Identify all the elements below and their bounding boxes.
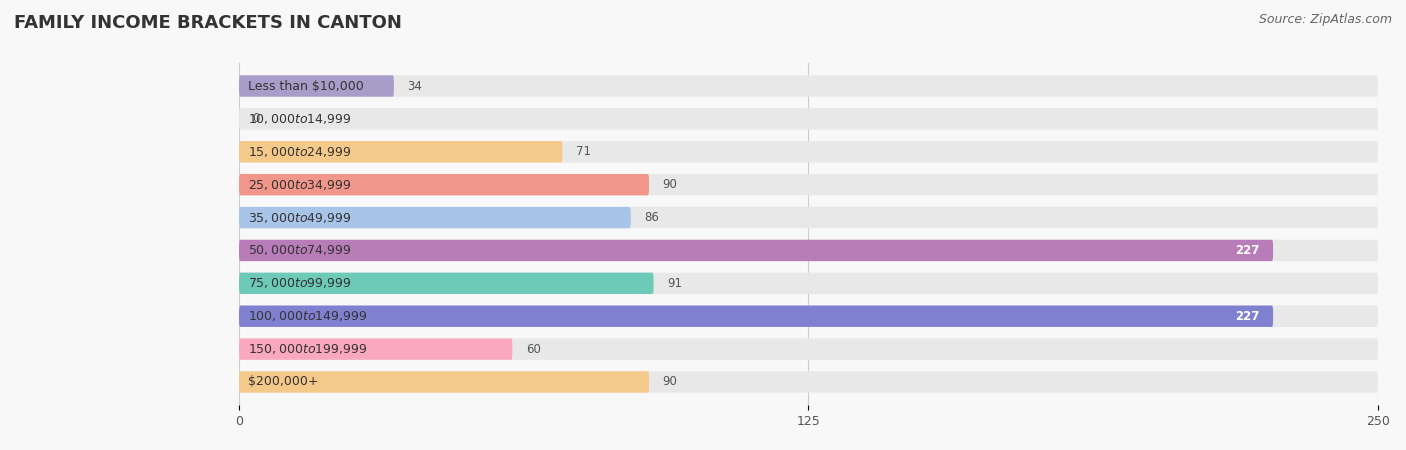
FancyBboxPatch shape — [239, 338, 1378, 360]
FancyBboxPatch shape — [239, 306, 1272, 327]
FancyBboxPatch shape — [239, 273, 1378, 294]
Text: $200,000+: $200,000+ — [247, 375, 319, 388]
FancyBboxPatch shape — [239, 207, 1378, 228]
Text: $50,000 to $74,999: $50,000 to $74,999 — [247, 243, 352, 257]
FancyBboxPatch shape — [239, 240, 1378, 261]
FancyBboxPatch shape — [239, 306, 1378, 327]
FancyBboxPatch shape — [239, 371, 650, 393]
Text: $100,000 to $149,999: $100,000 to $149,999 — [247, 309, 367, 323]
FancyBboxPatch shape — [239, 75, 1378, 97]
Text: $15,000 to $24,999: $15,000 to $24,999 — [247, 145, 352, 159]
Text: 227: 227 — [1234, 310, 1260, 323]
Text: Less than $10,000: Less than $10,000 — [247, 80, 364, 93]
FancyBboxPatch shape — [239, 174, 1378, 195]
Text: 71: 71 — [576, 145, 591, 158]
Text: $25,000 to $34,999: $25,000 to $34,999 — [247, 178, 352, 192]
Text: Source: ZipAtlas.com: Source: ZipAtlas.com — [1258, 14, 1392, 27]
FancyBboxPatch shape — [239, 141, 562, 162]
FancyBboxPatch shape — [239, 141, 1378, 162]
FancyBboxPatch shape — [239, 273, 654, 294]
FancyBboxPatch shape — [239, 75, 394, 97]
Text: 0: 0 — [253, 112, 260, 126]
Text: 90: 90 — [662, 178, 678, 191]
Text: 227: 227 — [1234, 244, 1260, 257]
Text: 91: 91 — [668, 277, 682, 290]
FancyBboxPatch shape — [239, 338, 512, 360]
Text: $150,000 to $199,999: $150,000 to $199,999 — [247, 342, 367, 356]
Text: $35,000 to $49,999: $35,000 to $49,999 — [247, 211, 352, 225]
Text: 86: 86 — [644, 211, 659, 224]
Text: 60: 60 — [526, 342, 541, 356]
Text: 90: 90 — [662, 375, 678, 388]
FancyBboxPatch shape — [239, 240, 1272, 261]
FancyBboxPatch shape — [239, 108, 1378, 130]
Text: FAMILY INCOME BRACKETS IN CANTON: FAMILY INCOME BRACKETS IN CANTON — [14, 14, 402, 32]
Text: $10,000 to $14,999: $10,000 to $14,999 — [247, 112, 352, 126]
Text: 34: 34 — [408, 80, 422, 93]
FancyBboxPatch shape — [239, 207, 631, 228]
FancyBboxPatch shape — [239, 174, 650, 195]
FancyBboxPatch shape — [239, 371, 1378, 393]
Text: $75,000 to $99,999: $75,000 to $99,999 — [247, 276, 352, 290]
